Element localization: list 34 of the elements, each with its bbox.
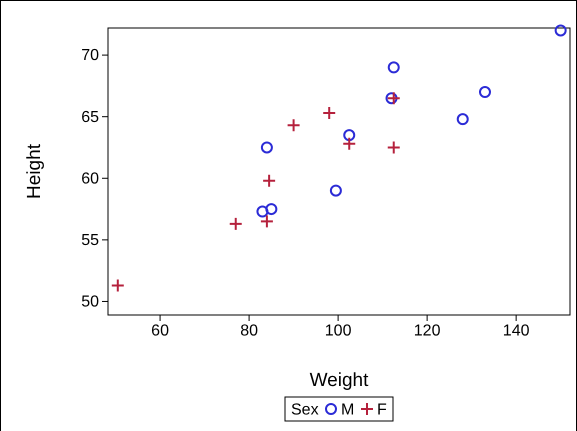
y-tick-label: 55 — [81, 232, 100, 249]
legend-label: F — [377, 402, 387, 419]
x-tick-label: 140 — [502, 322, 530, 340]
x-tick-label: 80 — [240, 322, 258, 340]
point — [456, 113, 469, 126]
point — [342, 136, 356, 151]
y-tick-label: 65 — [81, 108, 100, 126]
y-tick-label: 50 — [81, 294, 100, 311]
point — [228, 216, 243, 231]
point — [262, 174, 276, 188]
point — [265, 203, 278, 216]
point — [554, 24, 567, 36]
point — [260, 214, 274, 228]
point — [388, 61, 400, 74]
x-tick-label: 60 — [151, 322, 170, 340]
point — [110, 278, 125, 292]
point — [330, 184, 342, 197]
x-axis-title: Weight — [310, 370, 370, 391]
legend-title: Sex — [291, 402, 319, 419]
y-axis-title: Height — [24, 143, 45, 199]
y-tick-label: 60 — [81, 170, 100, 188]
point — [256, 206, 268, 218]
point — [343, 129, 356, 142]
point — [386, 92, 398, 104]
point — [322, 106, 336, 120]
point — [478, 86, 491, 98]
x-tick-label: 120 — [414, 322, 441, 340]
point — [286, 118, 301, 132]
point — [260, 141, 273, 154]
point — [386, 91, 401, 106]
legend-label: M — [341, 402, 354, 419]
y-tick-label: 70 — [81, 47, 100, 64]
x-tick-label: 100 — [324, 322, 352, 340]
point — [386, 140, 401, 154]
